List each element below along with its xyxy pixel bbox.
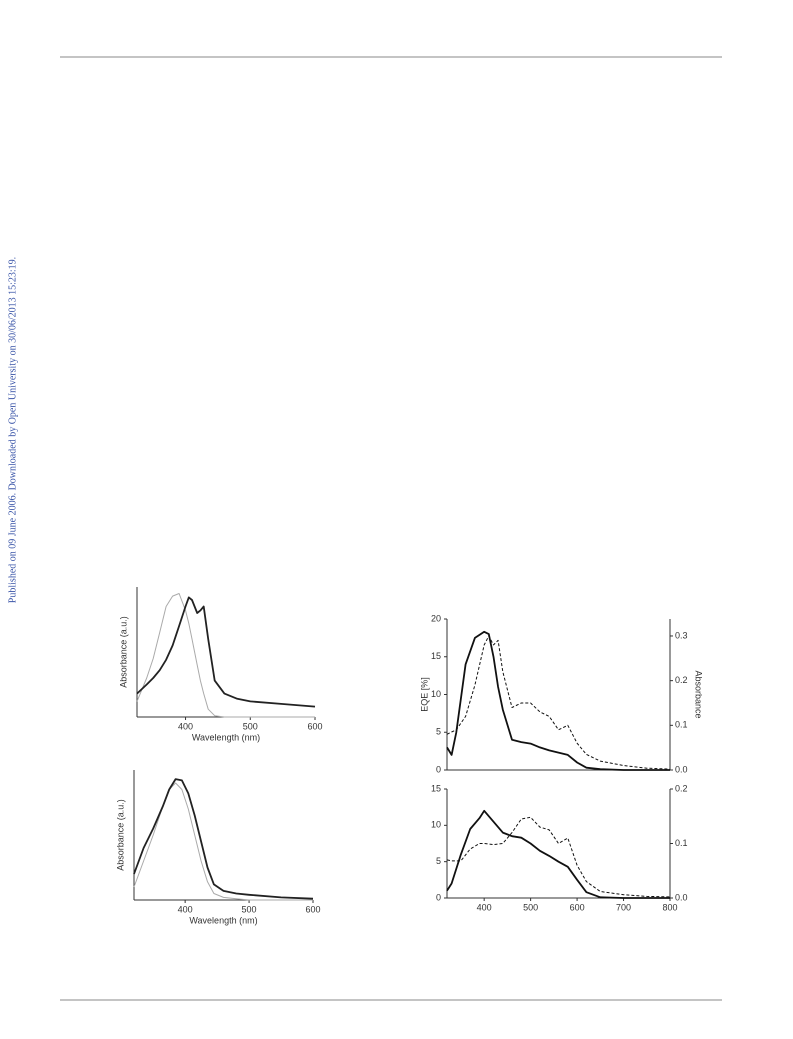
y-axis-label: EQE [%]: [419, 677, 429, 712]
y2-tick-label: 0.1: [675, 838, 688, 848]
y2-axis-label: Absorbance: [694, 670, 704, 718]
y-tick-label: 10: [431, 820, 441, 830]
x-tick-label: 800: [662, 902, 677, 912]
data-line: [446, 816, 671, 898]
y-tick-label: 0: [436, 892, 441, 902]
y-tick-label: 20: [431, 613, 441, 623]
x-tick-label: 600: [305, 904, 320, 914]
y-tick-label: 15: [431, 783, 441, 793]
data-line: [133, 778, 314, 900]
y-tick-label: 10: [431, 689, 441, 699]
data-line: [446, 635, 671, 770]
data-line: [446, 630, 670, 771]
y-tick-label: 5: [436, 856, 441, 866]
y2-tick-label: 0.1: [675, 720, 688, 730]
x-tick-label: 700: [616, 902, 631, 912]
y2-tick-label: 0.0: [675, 892, 688, 902]
x-tick-label: 400: [178, 904, 193, 914]
y2-tick-label: 0.2: [675, 675, 688, 685]
data-line: [136, 593, 315, 718]
x-tick-label: 600: [570, 902, 585, 912]
x-tick-label: 400: [477, 902, 492, 912]
x-tick-label: 400: [178, 721, 193, 731]
x-tick-label: 500: [523, 902, 538, 912]
x-tick-label: 600: [307, 721, 322, 731]
x-axis-label: Wavelength (nm): [192, 732, 260, 742]
x-axis-label: Wavelength (nm): [189, 915, 257, 925]
y-axis-label: Absorbance (a.u.): [115, 799, 125, 871]
data-line: [136, 596, 316, 708]
y2-tick-label: 0.2: [675, 783, 688, 793]
y2-tick-label: 0.0: [675, 764, 688, 774]
sidebar-note: Published on 09 June 2006. Downloaded by…: [7, 257, 18, 603]
y2-tick-label: 0.3: [675, 630, 688, 640]
y-tick-label: 15: [431, 651, 441, 661]
data-line: [446, 809, 670, 899]
data-line: [133, 782, 313, 901]
y-tick-label: 5: [436, 727, 441, 737]
y-tick-label: 0: [436, 764, 441, 774]
x-tick-label: 500: [243, 721, 258, 731]
y-axis-label: Absorbance (a.u.): [118, 616, 128, 688]
x-tick-label: 500: [242, 904, 257, 914]
